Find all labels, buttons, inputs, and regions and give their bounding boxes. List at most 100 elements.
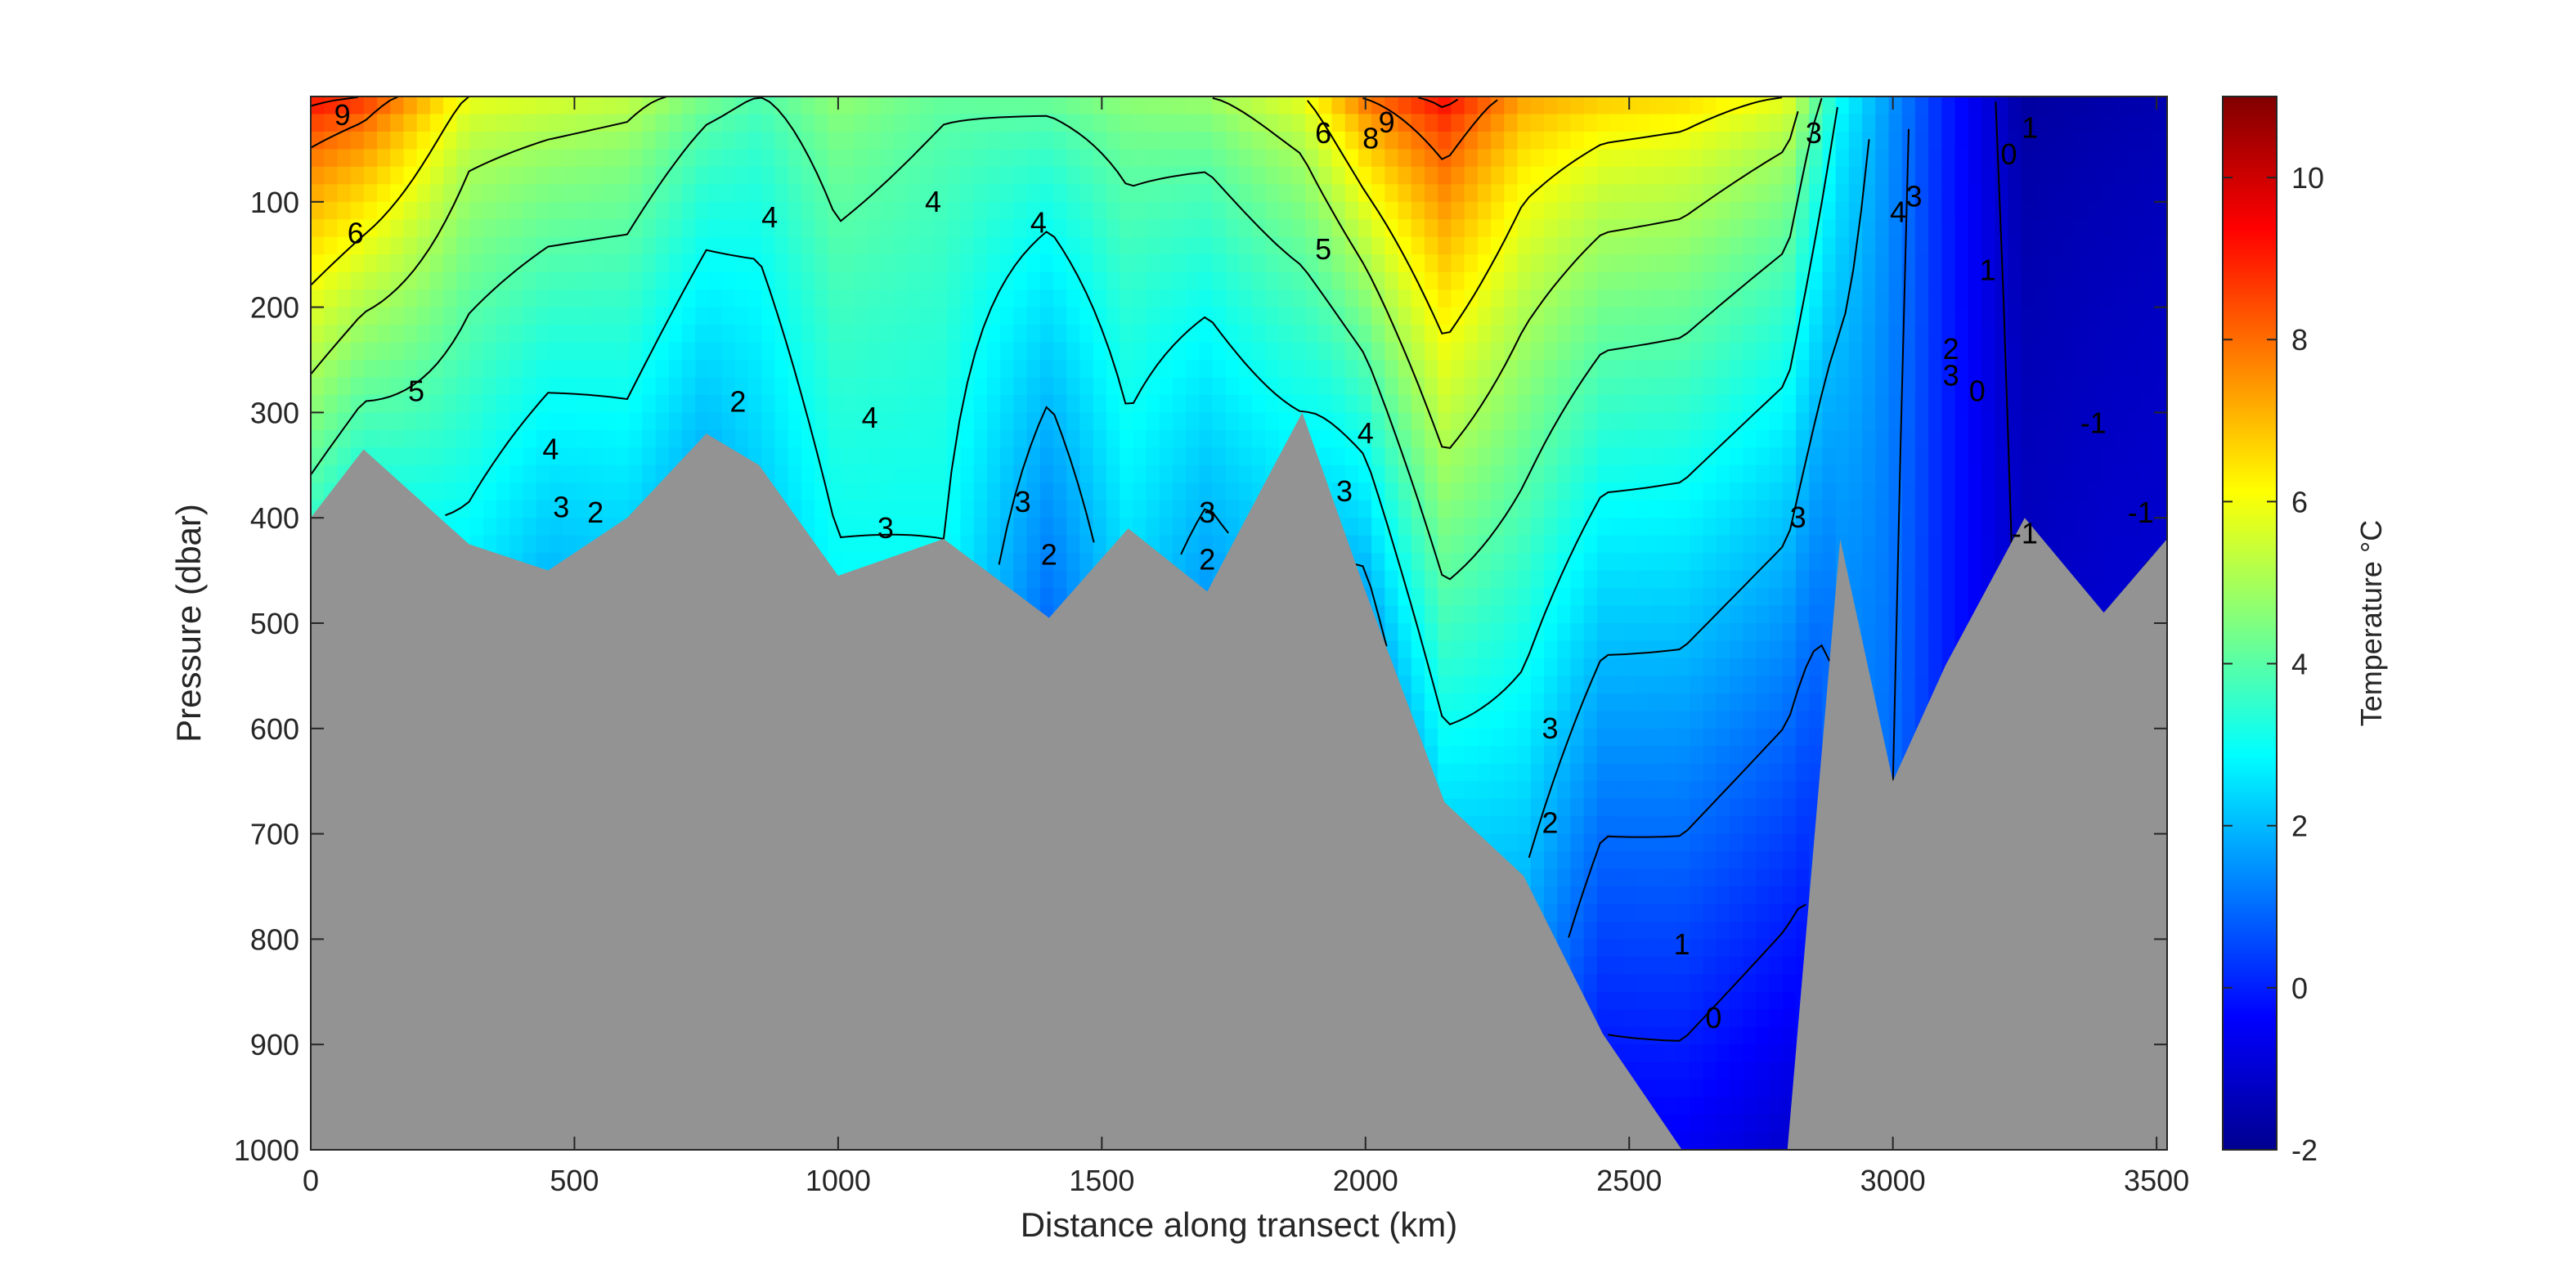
field-cell [841,412,855,431]
field-cell [761,342,776,361]
field-cell [854,429,868,449]
field-cell [377,307,392,325]
field-cell [1013,114,1028,132]
field-cell [1026,149,1041,168]
field-cell [629,166,644,186]
field-cell [390,149,405,168]
field-cell [1318,184,1333,203]
field-cell [1120,464,1134,484]
field-cell [960,325,975,343]
field-cell [337,289,352,308]
field-cell [1278,114,1293,132]
field-cell [1000,464,1015,484]
field-cell [549,360,563,379]
field-cell [1159,131,1174,150]
field-cell [1252,394,1267,414]
field-cell [1159,500,1174,518]
field-cell [1186,272,1200,290]
field-cell [1053,447,1068,466]
field-cell [1039,464,1054,484]
field-cell [629,412,644,431]
field-cell [1344,377,1359,396]
field-cell [443,464,458,484]
field-cell [642,394,657,414]
field-cell [1013,289,1028,308]
field-cell [1358,464,1372,484]
field-cell [509,201,524,221]
field-cell [1225,360,1240,379]
field-cell [1093,412,1107,431]
field-cell [509,131,524,150]
field-cell [1398,640,1412,659]
field-cell [854,307,868,325]
field-cell [602,412,617,431]
field-cell [708,272,723,290]
field-cell [563,429,577,449]
field-cell [1398,254,1412,273]
field-cell [642,272,657,290]
field-cell [734,166,749,186]
field-cell [947,236,962,255]
field-cell [1344,447,1359,466]
field-cell [469,254,484,273]
field-cell [602,377,617,396]
field-cell [668,429,683,449]
field-cell [960,149,975,168]
field-cell [350,289,365,308]
field-cell [549,149,563,168]
field-cell [1186,482,1200,501]
field-cell [868,307,882,325]
field-cell [655,377,670,396]
field-cell [1053,184,1068,203]
field-cell [920,377,935,396]
field-cell [1199,166,1214,186]
field-cell [1384,114,1399,132]
field-cell [947,184,962,203]
field-cell [973,149,988,168]
field-cell [708,96,723,115]
field-cell [947,166,962,186]
field-cell [1252,131,1267,150]
field-cell [589,429,604,449]
field-cell [1013,272,1028,290]
field-cell [960,219,975,238]
field-cell [920,360,935,379]
field-cell [1239,342,1254,361]
field-cell [1133,289,1147,308]
field-cell [1000,96,1015,115]
field-cell [1358,429,1372,449]
field-cell [854,518,868,536]
field-cell [350,236,365,255]
field-cell [1225,500,1240,518]
field-cell [1358,219,1372,238]
field-cell [934,114,949,132]
field-cell [1371,272,1386,290]
field-cell [589,254,604,273]
field-cell [1159,482,1174,501]
field-cell [734,307,749,325]
field-cell [1053,342,1068,361]
field-cell [682,219,697,238]
field-cell [629,377,644,396]
field-cell [536,447,550,466]
field-cell [868,131,882,150]
field-cell [1159,464,1174,484]
field-cell [774,149,789,168]
field-cell [947,464,962,484]
field-cell [682,149,697,168]
field-cell [801,500,815,518]
field-cell [801,377,815,396]
field-cell [1120,114,1134,132]
field-cell [894,394,909,414]
field-cell [482,429,497,449]
field-cell [1358,272,1372,290]
field-cell [324,307,339,325]
field-cell [1265,429,1280,449]
field-cell [523,272,537,290]
field-cell [973,184,988,203]
field-cell [1384,553,1399,572]
field-cell [629,394,644,414]
field-cell [947,131,962,150]
field-cell [1358,325,1372,343]
field-cell [563,464,577,484]
